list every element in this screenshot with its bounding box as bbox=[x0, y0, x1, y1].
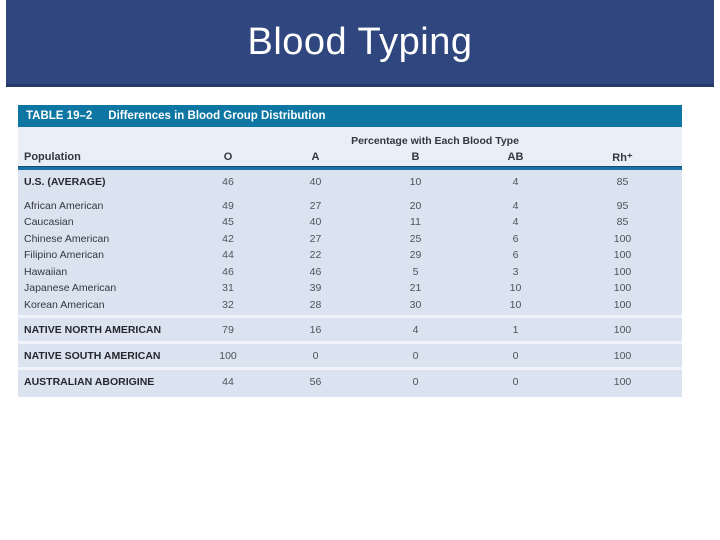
value-cell: 46 bbox=[222, 176, 234, 189]
value-cell: 49 bbox=[222, 199, 234, 212]
value-cell: 0 bbox=[312, 349, 319, 362]
value-cell: 42 bbox=[222, 232, 234, 245]
table-number: TABLE 19–2 bbox=[26, 110, 93, 122]
value-cell: 21 bbox=[409, 282, 422, 295]
value-cell: 100 bbox=[613, 265, 632, 278]
value-cell: 22 bbox=[309, 249, 322, 262]
population-cell: Filipino American bbox=[24, 249, 104, 262]
table-row: Korean American 32 28 30 10 100 bbox=[18, 297, 682, 314]
value-cell: 0 bbox=[512, 375, 519, 388]
value-cell: 39 bbox=[309, 282, 322, 295]
table-row: NATIVE SOUTH AMERICAN 100 0 0 0 100 bbox=[18, 346, 682, 365]
population-cell: Chinese American bbox=[24, 232, 110, 245]
value-cell: 16 bbox=[309, 323, 322, 336]
table-row: Chinese American 42 27 25 6 100 bbox=[18, 231, 682, 248]
value-cell: 46 bbox=[222, 265, 234, 278]
table-row: AUSTRALIAN ABORIGINE 44 56 0 0 100 bbox=[18, 372, 682, 391]
value-cell: 85 bbox=[616, 176, 629, 189]
value-cell: 79 bbox=[222, 323, 234, 336]
table-title: Differences in Blood Group Distribution bbox=[108, 110, 326, 122]
value-cell: 28 bbox=[309, 298, 322, 311]
column-header-population: Population bbox=[24, 151, 81, 163]
value-cell: 1 bbox=[512, 323, 519, 336]
slide-title-banner: Blood Typing bbox=[6, 0, 714, 87]
value-cell: 31 bbox=[222, 282, 234, 295]
value-cell: 45 bbox=[222, 216, 234, 229]
value-cell: 32 bbox=[222, 298, 234, 311]
value-cell: 100 bbox=[613, 323, 632, 336]
value-cell: 85 bbox=[616, 216, 629, 229]
value-cell: 27 bbox=[309, 232, 322, 245]
value-cell: 100 bbox=[613, 232, 632, 245]
value-cell: 29 bbox=[409, 249, 422, 262]
population-cell: NATIVE NORTH AMERICAN bbox=[24, 323, 162, 336]
value-cell: 0 bbox=[512, 349, 519, 362]
value-cell: 6 bbox=[512, 249, 519, 262]
value-cell: 40 bbox=[309, 216, 322, 229]
column-header-o: O bbox=[223, 151, 233, 163]
section-separator bbox=[18, 341, 682, 344]
table-row: NATIVE NORTH AMERICAN 79 16 4 1 100 bbox=[18, 320, 682, 339]
table-row: African American 49 27 20 4 95 bbox=[18, 198, 682, 215]
column-header-row: Population O A B AB Rh⁺ bbox=[18, 148, 682, 166]
value-cell: 100 bbox=[219, 349, 237, 362]
value-cell: 25 bbox=[409, 232, 422, 245]
table-header: Percentage with Each Blood Type Populati… bbox=[18, 127, 682, 166]
table-row: Hawaiian 46 46 5 3 100 bbox=[18, 264, 682, 281]
value-cell: 100 bbox=[613, 249, 632, 262]
value-cell: 4 bbox=[412, 323, 419, 336]
value-cell: 10 bbox=[509, 298, 522, 311]
span-column-header: Percentage with Each Blood Type bbox=[351, 135, 519, 147]
value-cell: 10 bbox=[509, 282, 522, 295]
column-header-rh: Rh⁺ bbox=[612, 151, 633, 164]
slide-title: Blood Typing bbox=[247, 20, 473, 63]
value-cell: 6 bbox=[512, 232, 519, 245]
column-header-ab: AB bbox=[507, 151, 524, 163]
population-cell: Hawaiian bbox=[24, 265, 68, 278]
population-cell: Caucasian bbox=[24, 216, 74, 229]
table-row: Japanese American 31 39 21 10 100 bbox=[18, 280, 682, 297]
column-header-b: B bbox=[411, 151, 420, 163]
section-separator bbox=[18, 315, 682, 318]
population-cell: U.S. (AVERAGE) bbox=[24, 176, 106, 189]
value-cell: 10 bbox=[409, 176, 422, 189]
value-cell: 27 bbox=[309, 199, 322, 212]
value-cell: 56 bbox=[309, 375, 322, 388]
value-cell: 30 bbox=[409, 298, 422, 311]
table-body: U.S. (AVERAGE) 46 40 10 4 85 African American 4… bbox=[18, 170, 682, 397]
value-cell: 4 bbox=[512, 216, 519, 229]
value-cell: 40 bbox=[309, 176, 322, 189]
value-cell: 4 bbox=[512, 176, 519, 189]
value-cell: 11 bbox=[410, 216, 421, 229]
value-cell: 0 bbox=[412, 375, 419, 388]
section-separator bbox=[18, 367, 682, 370]
population-cell: African American bbox=[24, 199, 104, 212]
blood-group-table: TABLE 19–2 Differences in Blood Group Dis… bbox=[18, 105, 682, 397]
value-cell: 100 bbox=[613, 298, 632, 311]
population-cell: Korean American bbox=[24, 298, 105, 311]
table-row: U.S. (AVERAGE) 46 40 10 4 85 bbox=[18, 174, 682, 191]
table-title-bar: TABLE 19–2 Differences in Blood Group Dis… bbox=[18, 105, 682, 127]
value-cell: 44 bbox=[222, 249, 234, 262]
table-row: Caucasian 45 40 11 4 85 bbox=[18, 214, 682, 231]
population-cell: Japanese American bbox=[24, 282, 117, 295]
value-cell: 100 bbox=[613, 282, 632, 295]
value-cell: 20 bbox=[409, 199, 422, 212]
value-cell: 46 bbox=[309, 265, 322, 278]
value-cell: 3 bbox=[512, 265, 519, 278]
value-cell: 44 bbox=[222, 375, 234, 388]
table-row: Filipino American 44 22 29 6 100 bbox=[18, 247, 682, 264]
value-cell: 100 bbox=[613, 349, 632, 362]
value-cell: 4 bbox=[512, 199, 519, 212]
population-cell: NATIVE SOUTH AMERICAN bbox=[24, 349, 161, 362]
column-header-a: A bbox=[311, 151, 320, 163]
value-cell: 95 bbox=[616, 199, 629, 212]
population-cell: AUSTRALIAN ABORIGINE bbox=[24, 375, 155, 388]
value-cell: 5 bbox=[412, 265, 419, 278]
value-cell: 0 bbox=[412, 349, 419, 362]
header-divider bbox=[18, 166, 682, 170]
value-cell: 100 bbox=[613, 375, 632, 388]
